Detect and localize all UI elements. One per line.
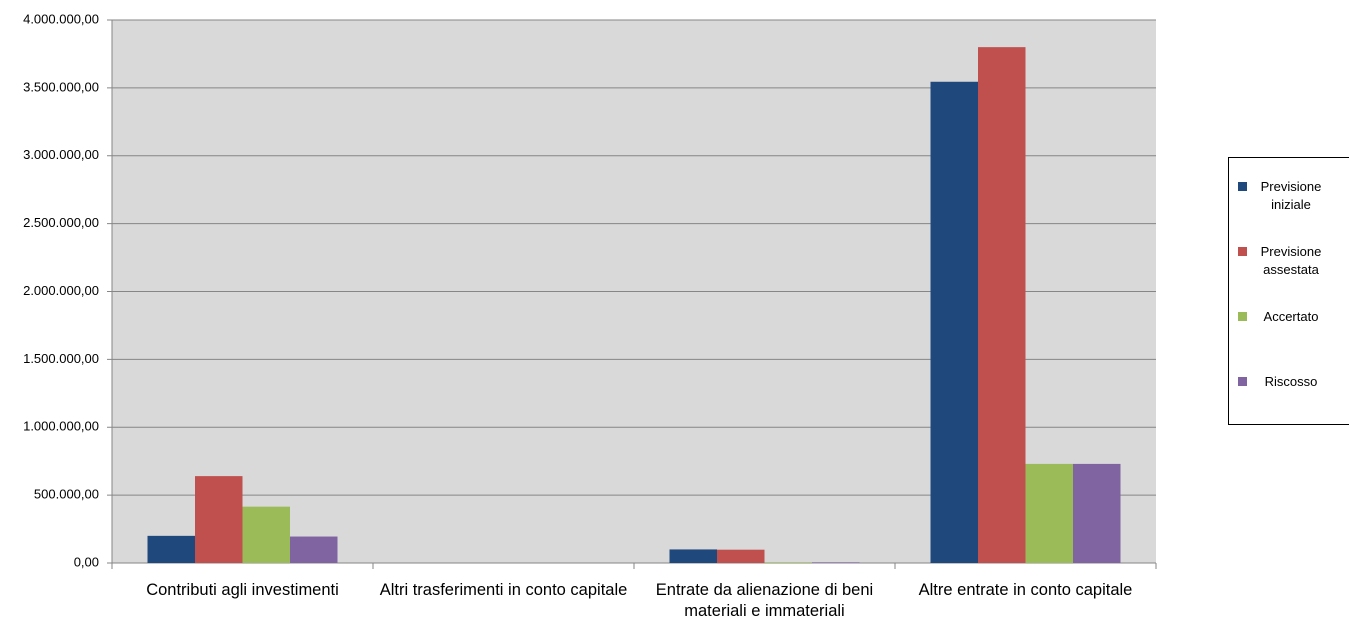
bar [290, 536, 338, 563]
legend: Previsione iniziale Previsione assestata A… [1228, 157, 1349, 425]
bar [1073, 463, 1121, 563]
legend-label: Previsione assestata [1260, 244, 1322, 277]
bar [1025, 463, 1073, 563]
bar [242, 506, 290, 563]
legend-label: Previsione iniziale [1260, 179, 1322, 212]
y-tick-label: 0,00 [74, 554, 99, 569]
x-tick-label: Altri trasferimenti in conto capitale [379, 581, 628, 599]
bar [930, 81, 978, 564]
legend-item: Accertato [1238, 308, 1349, 326]
y-tick-label: 3.500.000,00 [23, 79, 99, 94]
legend-label: Accertato [1263, 309, 1319, 324]
bar [978, 47, 1026, 563]
legend-swatch [1238, 312, 1247, 321]
y-tick-label: 1.500.000,00 [23, 351, 99, 366]
x-tick-label: Entrate da alienazione di beni materiali… [655, 581, 874, 620]
legend-swatch [1238, 182, 1247, 191]
bar [195, 476, 243, 563]
bar [147, 535, 195, 563]
legend-item: Previsione assestata [1238, 243, 1349, 279]
legend-label: Riscosso [1264, 374, 1318, 389]
legend-item: Previsione iniziale [1238, 178, 1349, 214]
bar [764, 562, 812, 563]
bar [717, 549, 765, 563]
legend-swatch [1238, 247, 1247, 256]
y-tick-label: 2.000.000,00 [23, 283, 99, 298]
x-tick-label: Altre entrate in conto capitale [918, 581, 1133, 599]
legend-swatch [1238, 377, 1247, 386]
legend-item: Riscosso [1238, 373, 1349, 391]
bar [669, 549, 717, 563]
y-tick-label: 2.500.000,00 [23, 215, 99, 230]
y-tick-label: 500.000,00 [34, 487, 99, 502]
y-tick-label: 1.000.000,00 [23, 419, 99, 434]
y-tick-label: 4.000.000,00 [23, 11, 99, 26]
x-tick-label: Contributi agli investimenti [146, 581, 339, 599]
y-tick-label: 3.000.000,00 [23, 147, 99, 162]
bar [812, 562, 860, 563]
